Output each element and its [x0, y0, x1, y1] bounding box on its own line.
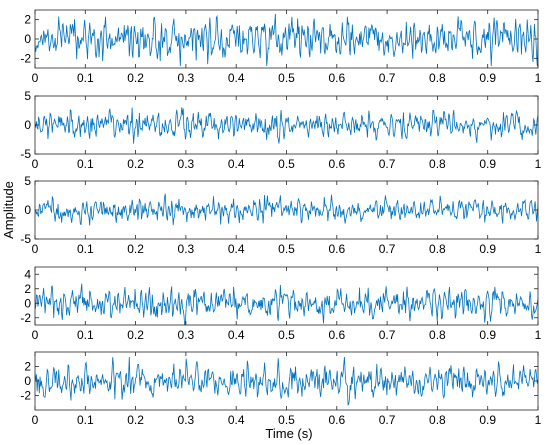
x-tick-label: 0.5: [278, 71, 295, 85]
x-tick-label: 0.4: [228, 242, 245, 256]
subplot-2: 0 0.1 0.2 0.3 0.4 0.5 0.6 0.7 0.8 0.9 1-505: [20, 89, 541, 171]
x-tick-label: 0.3: [178, 71, 195, 85]
x-tick-label: 0.1: [77, 413, 94, 427]
y-tick-label: 2: [24, 360, 31, 374]
x-tick-label: 0.9: [479, 157, 496, 171]
x-tick-label: 0.7: [379, 157, 396, 171]
signal-line-1: [35, 13, 538, 67]
x-tick-label: 0.9: [479, 242, 496, 256]
x-tick-label: 0: [32, 242, 39, 256]
x-tick-label: 0.3: [178, 413, 195, 427]
x-tick-label: 0.2: [127, 157, 144, 171]
signal-line-5: [35, 357, 538, 406]
x-tick-label: 0.6: [328, 328, 345, 342]
y-axis-label: Amplitude: [1, 181, 16, 239]
y-tick-label: -2: [20, 389, 31, 403]
x-tick-label: 0.6: [328, 157, 345, 171]
y-tick-label: 0: [24, 32, 31, 46]
x-tick-label: 0.1: [77, 157, 94, 171]
subplot-1: 0 0.1 0.2 0.3 0.4 0.5 0.6 0.7 0.8 0.9 1-202: [20, 9, 542, 85]
signal-line-4: [35, 283, 538, 325]
x-tick-label: 0.9: [479, 413, 496, 427]
x-tick-label: 1: [535, 157, 542, 171]
x-tick-label: 0.4: [228, 328, 245, 342]
x-tick-label: 0.5: [278, 157, 295, 171]
x-tick-label: 0.8: [429, 328, 446, 342]
x-tick-label: 0.1: [77, 242, 94, 256]
x-tick-label: 0.5: [278, 413, 295, 427]
y-tick-label: -5: [20, 147, 31, 161]
y-tick-label: 5: [24, 174, 31, 188]
x-tick-label: 0.8: [429, 71, 446, 85]
x-tick-label: 0.6: [328, 413, 345, 427]
x-tick-label: 0.7: [379, 328, 396, 342]
x-tick-label: 0.7: [379, 71, 396, 85]
x-tick-label: 0.6: [328, 242, 345, 256]
x-tick-label: 0.3: [178, 328, 195, 342]
x-tick-label: 0.1: [77, 328, 94, 342]
y-tick-label: 2: [24, 13, 31, 27]
x-tick-label: 0.4: [228, 157, 245, 171]
x-tick-label: 0.5: [278, 328, 295, 342]
x-tick-label: 0.7: [379, 413, 396, 427]
y-tick-label: 0: [24, 203, 31, 217]
x-tick-label: 1: [535, 328, 542, 342]
x-axis-label: Time (s): [265, 426, 312, 441]
x-tick-label: 0.5: [278, 242, 295, 256]
y-tick-label: -2: [20, 311, 31, 325]
y-tick-label: 4: [24, 267, 31, 281]
y-tick-label: 2: [24, 282, 31, 296]
x-tick-label: 0.2: [127, 328, 144, 342]
x-tick-label: 1: [535, 71, 542, 85]
x-tick-label: 1: [535, 413, 542, 427]
x-tick-label: 0.3: [178, 157, 195, 171]
x-tick-label: 0: [32, 413, 39, 427]
y-tick-label: 5: [24, 89, 31, 103]
signal-line-2: [35, 107, 538, 144]
axes-box-2: [34, 95, 539, 155]
x-tick-label: 0.2: [127, 71, 144, 85]
y-tick-label: 0: [24, 118, 31, 132]
x-tick-label: 0.2: [127, 413, 144, 427]
subplot-3: 0 0.1 0.2 0.3 0.4 0.5 0.6 0.7 0.8 0.9 1-505: [20, 174, 541, 256]
x-tick-label: 0.4: [228, 413, 245, 427]
x-tick-label: 0.2: [127, 242, 144, 256]
x-tick-label: 0.6: [328, 71, 345, 85]
x-tick-label: 0.3: [178, 242, 195, 256]
x-tick-label: 0.7: [379, 242, 396, 256]
y-tick-label: -5: [20, 232, 31, 246]
signal-line-3: [35, 193, 538, 226]
y-tick-label: -2: [20, 51, 31, 65]
x-tick-label: 0.8: [429, 157, 446, 171]
x-tick-label: 0.4: [228, 71, 245, 85]
x-tick-label: 0.8: [429, 413, 446, 427]
subplot-5: 0 0.1 0.2 0.3 0.4 0.5 0.6 0.7 0.8 0.9 1-202: [20, 351, 542, 427]
x-tick-label: 0.8: [429, 242, 446, 256]
x-tick-label: 0.1: [77, 71, 94, 85]
x-tick-label: 0.9: [479, 71, 496, 85]
x-tick-label: 0.9: [479, 328, 496, 342]
y-tick-label: 0: [24, 296, 31, 310]
y-tick-label: 0: [24, 374, 31, 388]
x-tick-label: 0: [32, 157, 39, 171]
x-tick-label: 1: [535, 242, 542, 256]
x-tick-label: 0: [32, 71, 39, 85]
x-tick-label: 0: [32, 328, 39, 342]
